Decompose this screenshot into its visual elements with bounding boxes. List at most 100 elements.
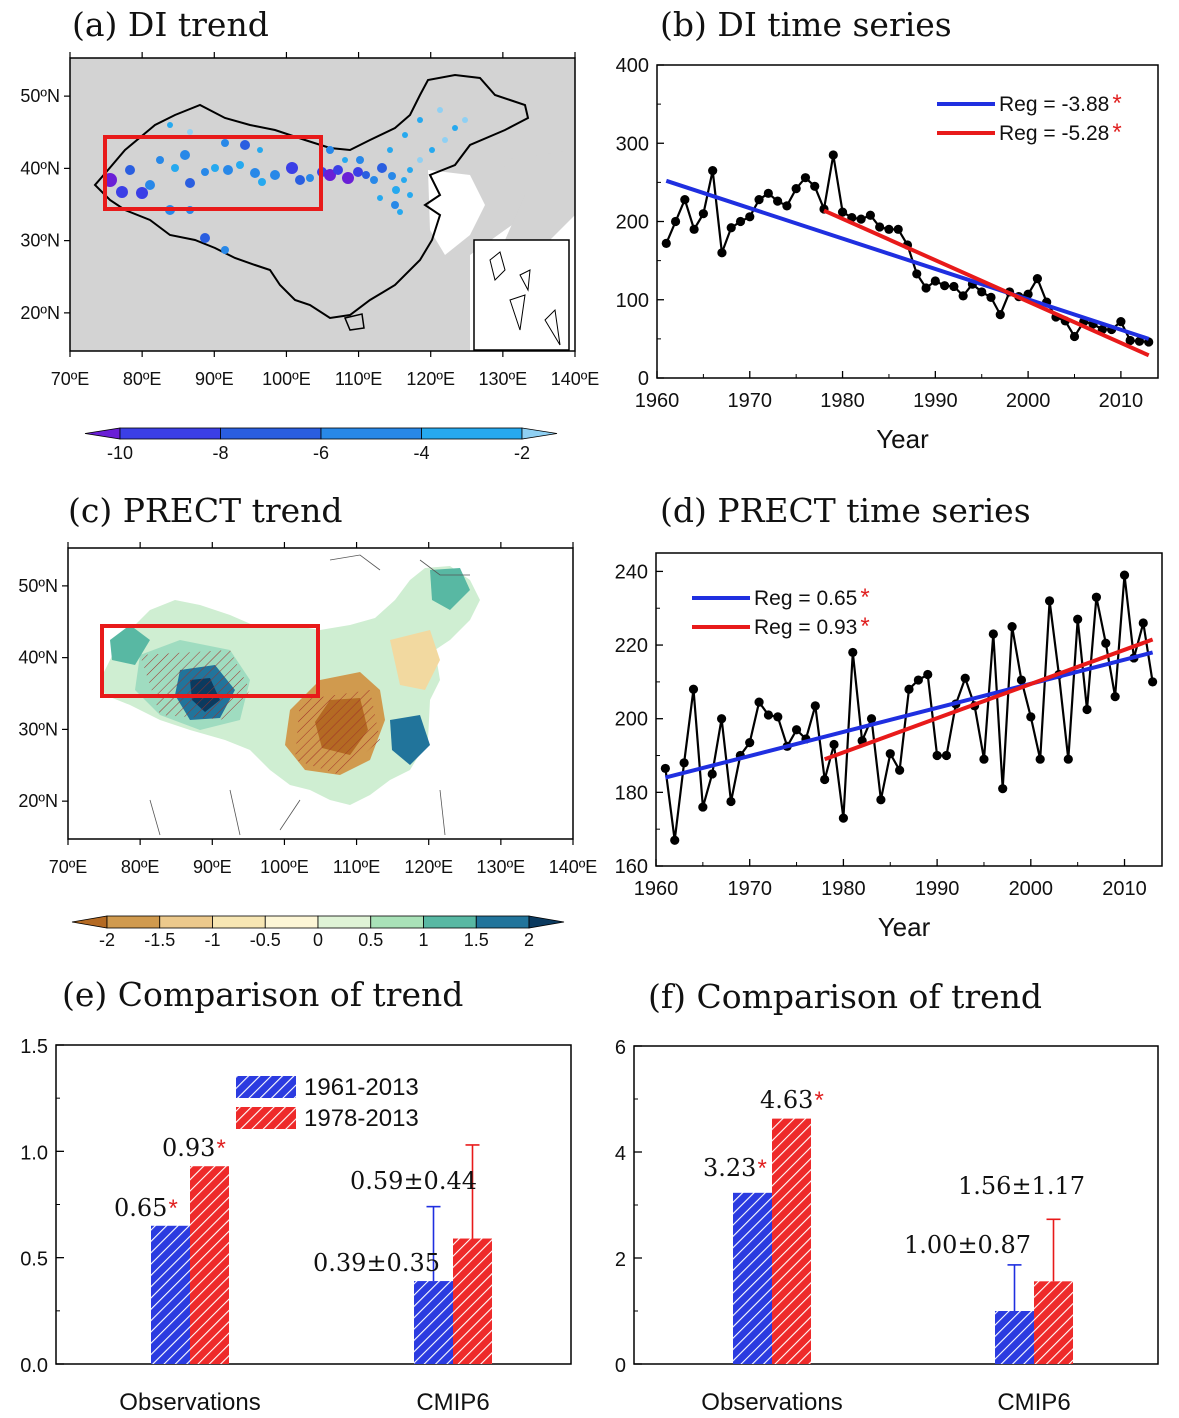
- data-point: [1082, 704, 1092, 715]
- y-tick-label: 300: [616, 133, 649, 155]
- data-point: [820, 774, 830, 785]
- station-dot: [377, 163, 387, 173]
- data-point: [661, 238, 671, 249]
- station-dot: [353, 167, 363, 177]
- colorbar-label: -10: [107, 443, 133, 463]
- data-point: [837, 207, 848, 217]
- station-dot: [377, 195, 383, 201]
- station-dot: [356, 156, 364, 164]
- data-series-line: [664, 574, 1154, 841]
- station-dot: [171, 164, 179, 172]
- station-dot: [240, 140, 250, 150]
- bar-value-label: 0.39±0.35: [313, 1249, 440, 1277]
- data-point: [865, 210, 875, 220]
- data-point: [708, 166, 718, 176]
- regression-line-red: [823, 637, 1154, 762]
- colorbar-label: -8: [212, 443, 228, 463]
- map-a-inset-islands: [489, 251, 561, 346]
- plot-frame: [633, 1045, 1159, 1365]
- station-dot: [201, 168, 209, 176]
- data-point: [716, 714, 727, 724]
- data-point: [754, 194, 764, 205]
- station-dot: [223, 165, 233, 175]
- y-tick-label: 0: [638, 368, 649, 390]
- map-a-inset: [473, 239, 570, 351]
- station-dot: [145, 180, 155, 190]
- colorbar-segment: [159, 915, 213, 929]
- bar-1978-2013: [190, 1166, 229, 1364]
- data-point: [884, 224, 894, 234]
- y-tick-label: 0.5: [20, 1249, 48, 1271]
- data-point: [1026, 712, 1036, 722]
- data-point: [763, 188, 773, 198]
- station-dot: [295, 175, 305, 185]
- x-tick-label: 2000: [1006, 390, 1051, 412]
- lat-tick-label: 40ºN: [20, 158, 60, 178]
- panel-f-title: (f) Comparison of trend: [648, 977, 1042, 1016]
- station-dot: [180, 150, 190, 160]
- y-tick-label: 6: [615, 1037, 626, 1059]
- station-dot: [187, 129, 193, 135]
- station-dot: [136, 187, 148, 199]
- x-tick-label: 1970: [727, 878, 772, 900]
- data-point: [810, 701, 820, 711]
- data-point: [1032, 274, 1042, 284]
- station-dot: [306, 174, 314, 182]
- data-point: [670, 835, 680, 845]
- lat-tick-label: 20ºN: [18, 791, 58, 811]
- data-point: [791, 725, 802, 735]
- x-axis-label: Year: [876, 424, 929, 454]
- plot-frame: [655, 552, 1163, 867]
- colorbar-right-triangle: [521, 427, 558, 440]
- colorbar-label: -0.5: [250, 930, 281, 950]
- lat-tick-label: 40ºN: [18, 648, 58, 668]
- data-point: [782, 201, 792, 211]
- legend-swatch: [236, 1107, 296, 1129]
- data-point: [1007, 622, 1017, 632]
- station-dot: [407, 192, 413, 198]
- colorbar-left-triangle: [71, 915, 108, 929]
- colorbar-segment: [220, 427, 322, 440]
- panel-b-title: (b) DI time series: [660, 5, 952, 44]
- colorbar-segment: [370, 915, 424, 929]
- data-point: [998, 784, 1008, 794]
- bar-1978-2013: [1034, 1281, 1073, 1364]
- data-point: [848, 647, 858, 658]
- station-dot: [342, 157, 348, 163]
- station-dot: [429, 147, 435, 153]
- data-point: [800, 173, 811, 183]
- colorbar-left-triangle: [84, 427, 121, 440]
- data-point: [1044, 596, 1055, 606]
- data-point: [904, 684, 914, 694]
- data-point: [875, 222, 885, 232]
- colorbar-segment: [264, 915, 319, 929]
- data-point: [988, 629, 998, 639]
- station-dot: [452, 125, 458, 131]
- data-point: [745, 738, 755, 748]
- data-point: [726, 796, 736, 807]
- y-tick-label: 100: [616, 290, 649, 312]
- data-point: [1101, 638, 1111, 648]
- map-a-axes: 70ºE 80ºE 90ºE 100ºE 110ºE 120ºE 130ºE 140ºE 50º…: [20, 52, 599, 389]
- data-point: [735, 216, 746, 227]
- significance-star: *: [757, 1155, 766, 1182]
- lon-tick-label: 80ºE: [121, 857, 160, 877]
- lon-tick-label: 110ºE: [333, 857, 380, 877]
- x-tick-label: 2000: [1009, 878, 1054, 900]
- colorbar-label: -6: [313, 443, 329, 463]
- data-point: [977, 287, 987, 297]
- data-point: [726, 223, 736, 233]
- data-point: [1073, 614, 1083, 624]
- data-point: [1035, 754, 1045, 764]
- lon-tick-label: 80ºE: [123, 369, 162, 389]
- x-tick-label: 1960: [634, 878, 679, 900]
- station-dot: [417, 117, 423, 123]
- y-tick-label: 2: [615, 1249, 626, 1271]
- bar-1978-2013: [453, 1238, 492, 1364]
- map-c-coastlines: [149, 554, 470, 836]
- lon-tick-label: 100ºE: [260, 857, 309, 877]
- significance-star: *: [860, 584, 869, 611]
- station-dot: [397, 209, 403, 215]
- significance-star: *: [168, 1195, 177, 1222]
